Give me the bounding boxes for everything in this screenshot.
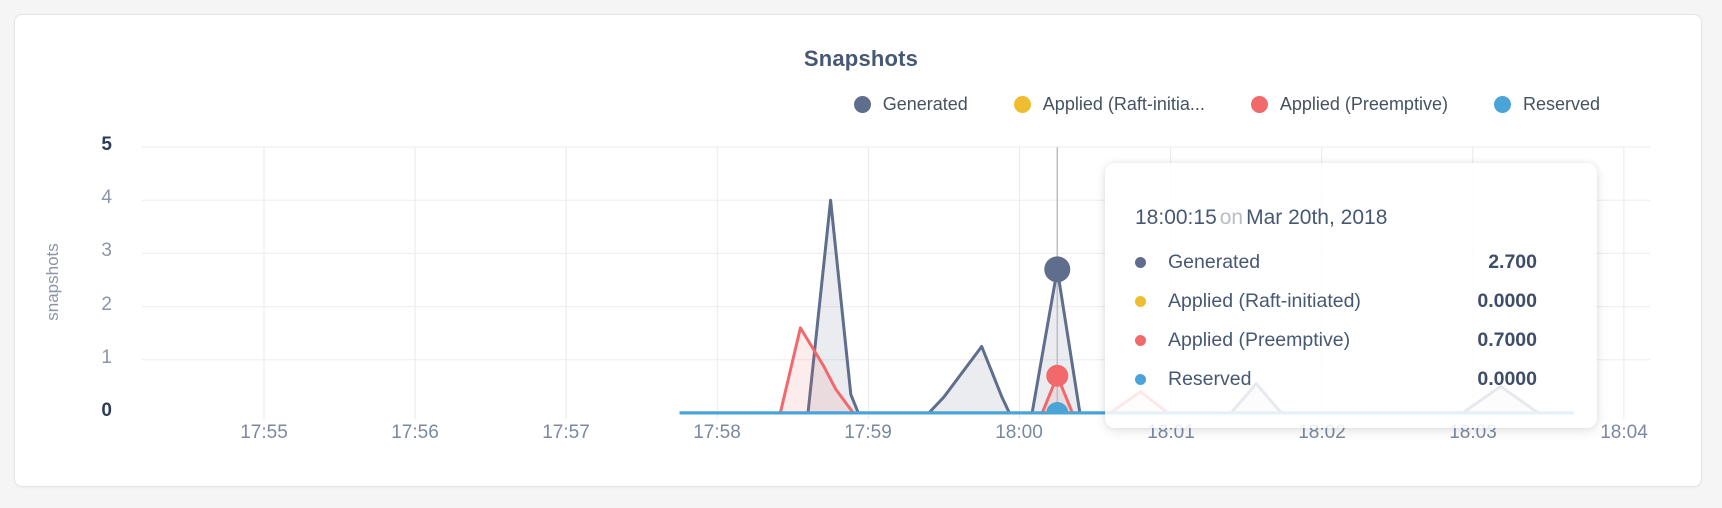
x-tick-1756: 17:56: [391, 422, 439, 443]
tooltip-dot-preemptive-icon: [1135, 335, 1146, 346]
tooltip-row-label: Applied (Raft-initiated): [1168, 290, 1361, 312]
legend-dot-reserved-icon: [1493, 96, 1511, 113]
chart-tooltip: 18:00:15 on Mar 20th, 2018 Generated 2.700…: [1105, 163, 1597, 428]
x-tick-1759: 17:59: [844, 422, 892, 443]
tooltip-row-label: Reserved: [1168, 368, 1252, 390]
legend-label: Generated: [882, 94, 968, 114]
y-tick-4: 4: [101, 187, 112, 208]
tooltip-row-label: Generated: [1168, 251, 1261, 273]
legend-label: Applied (Preemptive): [1279, 94, 1448, 114]
y-tick-1: 1: [101, 347, 112, 368]
legend-dot-generated-icon: [853, 96, 871, 113]
legend-dot-preemptive-icon: [1250, 96, 1268, 113]
tooltip-dot-reserved-icon: [1135, 374, 1146, 385]
y-tick-2: 2: [101, 294, 112, 315]
legend-item-applied-preemptive[interactable]: Applied (Preemptive): [1250, 94, 1448, 115]
tooltip-row-label: Applied (Preemptive): [1168, 329, 1351, 351]
y-tick-5: 5: [101, 134, 112, 155]
x-tick-1804: 18:04: [1600, 422, 1648, 443]
chart-legend: Generated Applied (Raft-initia... Applie…: [853, 94, 1600, 115]
tooltip-row-value: 0.0000: [1477, 290, 1537, 312]
tooltip-row-applied-raft-initiated: Applied (Raft-initiated) 0.0000: [1135, 282, 1537, 321]
tooltip-row-reserved: Reserved 0.0000: [1135, 360, 1537, 399]
x-tick-1755: 17:55: [240, 422, 288, 443]
tooltip-row-value: 0.7000: [1477, 329, 1537, 351]
tooltip-dot-raft-icon: [1135, 296, 1146, 307]
x-tick-1758: 17:58: [693, 422, 741, 443]
y-tick-3: 3: [101, 240, 112, 261]
tooltip-date: Mar 20th, 2018: [1246, 206, 1388, 229]
legend-item-reserved[interactable]: Reserved: [1493, 94, 1600, 115]
legend-label: Applied (Raft-initia...: [1042, 94, 1205, 114]
legend-item-generated[interactable]: Generated: [853, 94, 968, 115]
legend-item-applied-raft-initiated[interactable]: Applied (Raft-initia...: [1013, 94, 1205, 115]
tooltip-preposition: on: [1219, 206, 1244, 229]
tooltip-rows: Generated 2.700 Applied (Raft-initiated)…: [1135, 243, 1537, 399]
chart-title: Snapshots: [803, 46, 919, 71]
x-tick-1757: 17:57: [542, 422, 590, 443]
tooltip-dot-generated-icon: [1135, 257, 1146, 268]
tooltip-row-value: 0.0000: [1477, 368, 1537, 390]
highlight-dots: [1044, 256, 1071, 415]
tooltip-row-value: 2.700: [1488, 251, 1537, 273]
legend-label: Reserved: [1522, 94, 1600, 114]
legend-dot-raft-icon: [1013, 96, 1031, 113]
tooltip-row-generated: Generated 2.700: [1135, 243, 1537, 282]
tooltip-time: 18:00:15: [1135, 206, 1217, 229]
y-tick-0: 0: [101, 400, 112, 421]
tooltip-header: 18:00:15 on Mar 20th, 2018: [1135, 203, 1537, 233]
x-tick-1800: 18:00: [995, 422, 1043, 443]
tooltip-row-applied-preemptive: Applied (Preemptive) 0.7000: [1135, 321, 1537, 360]
